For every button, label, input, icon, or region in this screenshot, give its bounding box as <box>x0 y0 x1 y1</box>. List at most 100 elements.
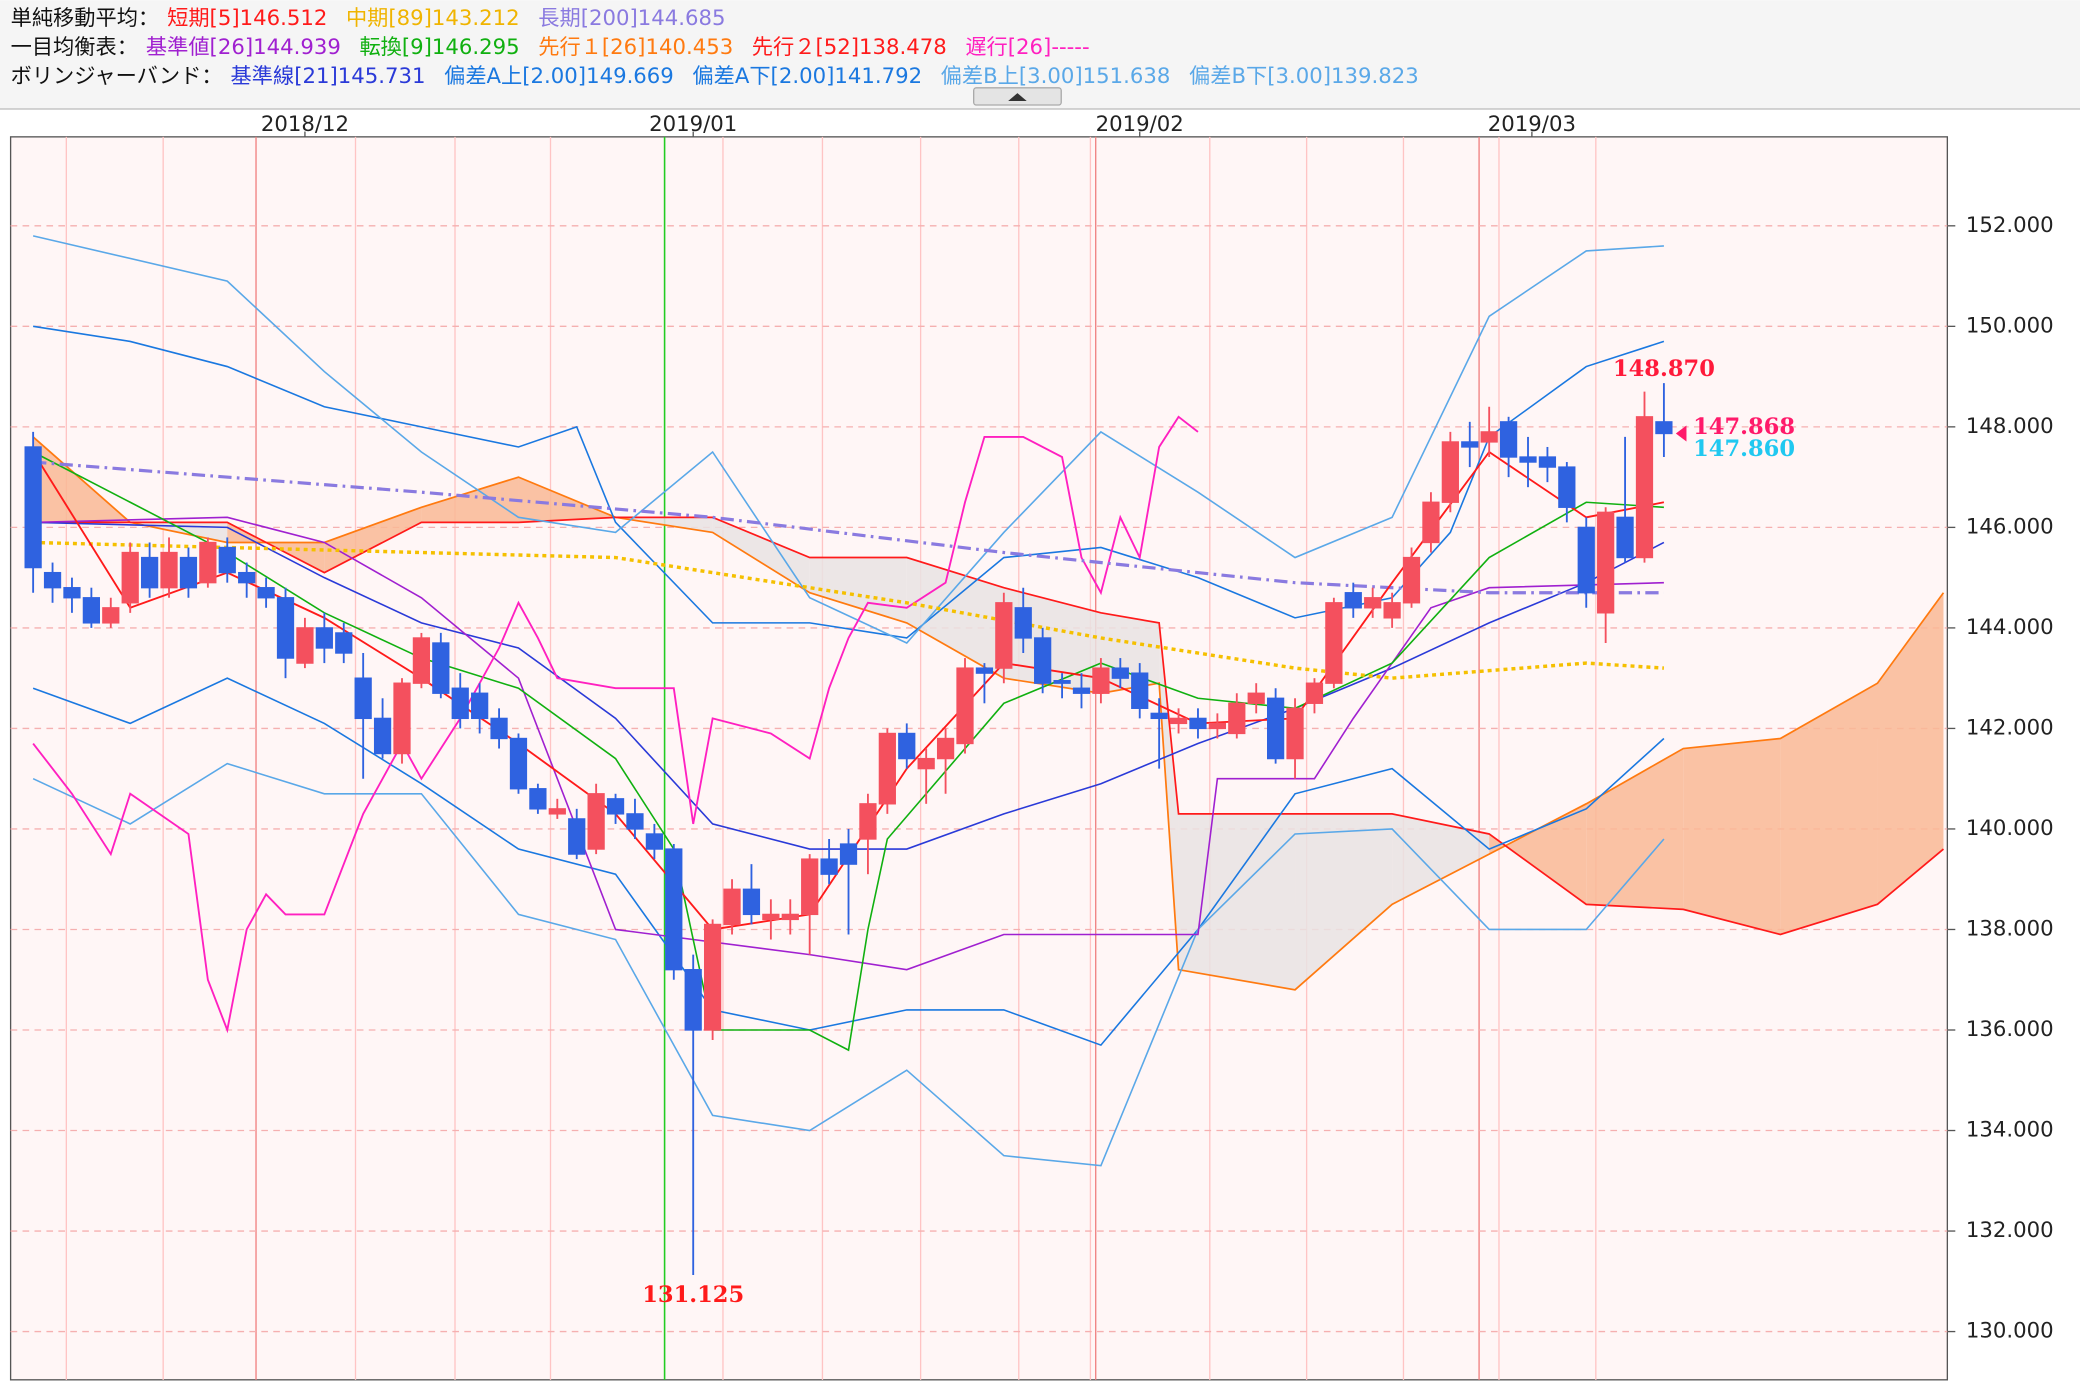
candle-body <box>1247 692 1265 704</box>
price-annotation: 148.870 <box>1613 356 1715 382</box>
candle-body <box>160 551 178 589</box>
candle-body <box>1635 416 1654 559</box>
legend-group-label: ボリンジャーバンド： <box>11 64 223 89</box>
legend-item: 中期[89]143.212 <box>346 6 520 31</box>
candle-body <box>1286 707 1304 760</box>
legend-line: 一目均衡表： 基準値[26]144.939 転換[9]146.295 先行１[26]1… <box>11 35 1090 60</box>
candle-body <box>1305 682 1324 704</box>
candle-body <box>1616 516 1634 559</box>
candle-body <box>1014 607 1032 639</box>
header: 単純移動平均： 短期[5]146.512 中期[89]143.212 長期[200]1… <box>11 6 1419 89</box>
legend-item: 偏差B上[3.00]151.638 <box>941 64 1171 89</box>
candle-body <box>179 556 198 589</box>
legend-item: 先行１[26]140.453 <box>538 35 733 60</box>
legend-item: 基準値[26]144.939 <box>146 35 341 60</box>
candle-body <box>24 446 42 569</box>
candle-body <box>1519 456 1537 463</box>
senkou-span-b <box>33 516 1945 936</box>
candle-body <box>1169 717 1188 725</box>
candle-body <box>451 687 469 720</box>
candle-body <box>276 597 295 659</box>
candle-body <box>568 818 586 855</box>
candle-body <box>1402 556 1421 604</box>
candle-body <box>354 677 372 720</box>
y-tick-label: 136.000 <box>1966 1017 2054 1042</box>
cloud-segment <box>1178 813 1296 990</box>
candle-body <box>471 692 489 720</box>
candle-body <box>1267 697 1285 760</box>
candle-body <box>1111 667 1129 679</box>
candle-body <box>936 737 955 760</box>
indicator-line <box>33 460 1664 595</box>
candle-body <box>412 637 431 684</box>
candle-body <box>432 642 450 694</box>
y-tick-label: 144.000 <box>1966 615 2054 640</box>
candle-body <box>335 632 353 654</box>
x-tick-label: 2019/03 <box>1488 112 1576 137</box>
cloud-segment <box>1683 738 1781 935</box>
candle-body <box>626 813 644 830</box>
candle-body <box>238 571 256 584</box>
candle-body <box>762 913 780 921</box>
candle-body <box>820 858 838 875</box>
candle-body <box>1422 501 1440 544</box>
candle-body <box>665 848 683 971</box>
candle-body <box>898 732 916 760</box>
candle-body <box>742 888 761 916</box>
candle-body <box>199 541 217 584</box>
indicator-line <box>32 677 1665 1047</box>
candle-body <box>1577 526 1595 594</box>
price-marker <box>1675 425 1687 442</box>
y-tick-label: 132.000 <box>1966 1218 2054 1243</box>
cloud-segment <box>1159 622 1179 970</box>
legend-group-label: 一目均衡表： <box>11 35 138 60</box>
candle-body <box>1364 597 1382 609</box>
y-tick-label: 152.000 <box>1966 213 2054 238</box>
x-tick-label: 2019/02 <box>1096 112 1184 137</box>
legend-item: 長期[200]144.685 <box>538 6 725 31</box>
candle-body <box>1383 602 1401 619</box>
price-annotation: 147.868 <box>1693 414 1795 440</box>
x-tick-label: 2018/12 <box>261 112 349 137</box>
legend-item: 短期[5]146.512 <box>167 6 327 31</box>
indicator-line <box>33 325 1665 639</box>
cloud-segment <box>1877 592 1944 905</box>
legend-item: 偏差A下[2.00]141.792 <box>692 64 922 89</box>
indicator-line <box>33 516 1664 971</box>
candle-body <box>956 667 974 745</box>
x-tick-label: 2019/01 <box>649 112 737 137</box>
candle-body <box>509 737 528 790</box>
candle-body <box>606 798 625 815</box>
candle-body <box>1092 667 1110 694</box>
candle-body <box>218 546 236 574</box>
cloud-segment <box>518 477 616 523</box>
candle-body <box>1228 702 1246 735</box>
candle-body <box>315 627 333 649</box>
candle-body <box>1538 456 1557 468</box>
candle-body <box>1655 421 1673 435</box>
indicator-line <box>32 235 1664 644</box>
candle-body <box>548 808 566 815</box>
candle-body <box>1208 722 1227 730</box>
legend-item: 基準線[21]145.731 <box>231 64 426 89</box>
candle-body <box>801 858 819 916</box>
cloud-segment <box>1586 748 1684 910</box>
cloud-segment <box>1780 683 1878 935</box>
candle-body <box>684 969 702 1031</box>
cloud-segment <box>1295 813 1393 990</box>
collapse-arrow <box>1008 93 1027 102</box>
candle-body <box>1344 592 1362 609</box>
y-tick-label: 138.000 <box>1966 916 2054 941</box>
cloud-segment <box>421 477 519 523</box>
candles <box>24 383 1673 1276</box>
period-lines <box>65 136 1597 1380</box>
legend-item: 先行２[52]138.478 <box>752 35 947 60</box>
price-annotation: 131.125 <box>642 1282 744 1308</box>
senkou-span-a <box>32 436 1945 991</box>
candle-body <box>1480 431 1498 443</box>
cloud-segment <box>1489 803 1587 905</box>
y-tick-label: 142.000 <box>1966 715 2054 740</box>
candle-body <box>1597 511 1615 614</box>
legend-item: 偏差A上[2.00]149.669 <box>444 64 674 89</box>
